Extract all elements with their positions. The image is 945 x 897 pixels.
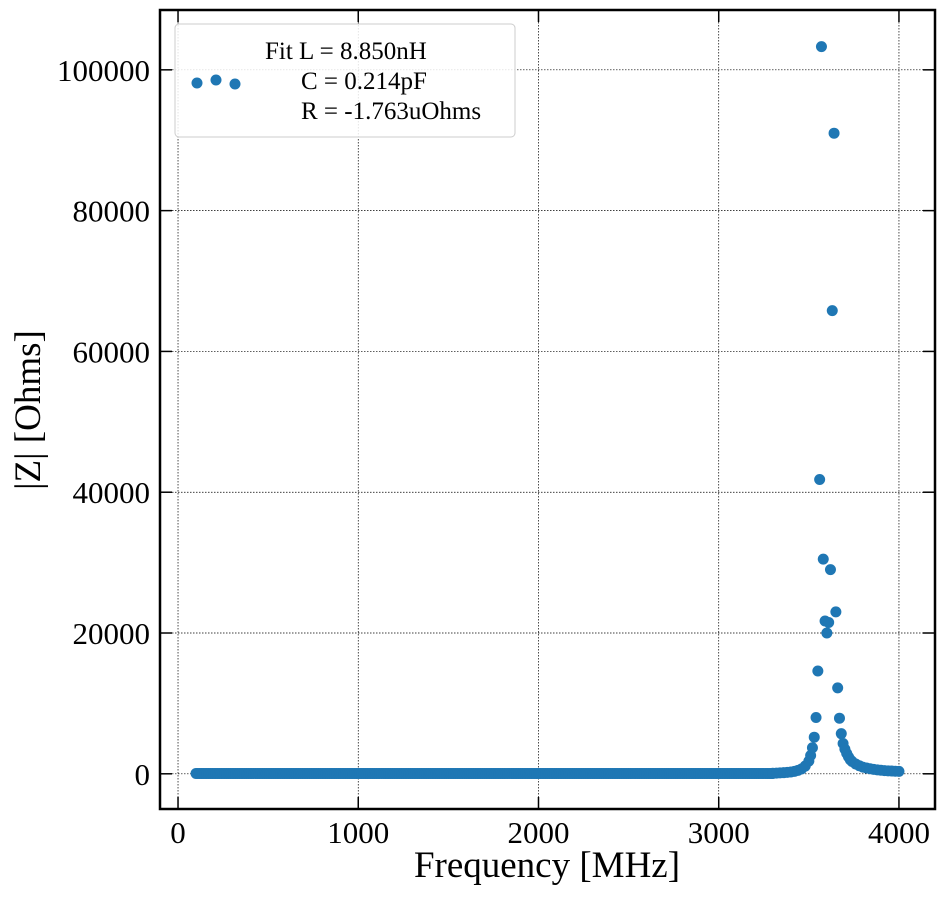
y-tick-label: 20000: [73, 616, 151, 651]
data-point: [823, 616, 835, 628]
legend-label-line-3: R = -1.763uOhms: [301, 98, 481, 125]
legend-label-line-1: Fit L = 8.850nH: [265, 38, 427, 65]
data-point: [824, 564, 836, 576]
data-point: [812, 665, 824, 677]
data-point: [835, 728, 847, 740]
x-tick-label: 2000: [507, 815, 569, 850]
x-tick-label: 3000: [688, 815, 750, 850]
data-point: [808, 731, 820, 743]
x-axis-label: Frequency [MHz]: [414, 845, 680, 886]
legend: Fit L = 8.850nH C = 0.214pF R = -1.763uO…: [174, 23, 516, 138]
legend-marker: [210, 74, 222, 86]
data-point: [814, 474, 826, 486]
data-point: [830, 606, 842, 618]
legend-marker: [229, 78, 241, 90]
plot-frame: [158, 8, 937, 811]
y-tick-labels: 0 20000 40000 60000 80000 100000: [57, 53, 150, 792]
data-point: [806, 742, 818, 754]
data-point: [817, 553, 829, 565]
x-tick-label: 4000: [868, 815, 930, 850]
data-point: [810, 711, 822, 723]
data-point: [821, 627, 833, 639]
data-points: [190, 41, 905, 779]
legend-marker: [191, 77, 203, 89]
y-tick-label: 100000: [57, 53, 150, 88]
x-tick-label: 1000: [327, 815, 389, 850]
y-axis-label: |Z| [Ohms]: [8, 330, 49, 490]
y-tick-label: 60000: [73, 334, 151, 369]
data-point: [815, 41, 827, 53]
x-tick-label: 0: [170, 815, 186, 850]
y-tick-label: 80000: [73, 194, 151, 229]
y-tick-label: 0: [135, 757, 151, 792]
data-point: [832, 682, 844, 694]
axis-ticks: [160, 10, 935, 809]
data-point: [828, 127, 840, 139]
data-point: [893, 765, 905, 777]
legend-box: [174, 23, 516, 138]
x-tick-labels: 0 1000 2000 3000 4000: [170, 815, 930, 850]
data-point: [826, 305, 838, 317]
y-tick-label: 40000: [73, 475, 151, 510]
data-point: [833, 712, 845, 724]
legend-label-line-2: C = 0.214pF: [301, 68, 427, 95]
